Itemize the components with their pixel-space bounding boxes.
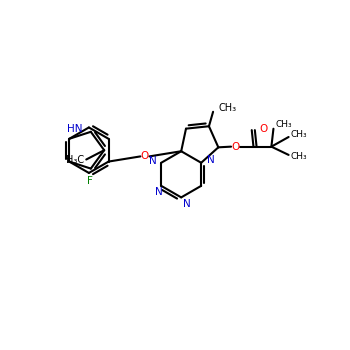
Text: N: N [155, 187, 162, 197]
Text: CH₃: CH₃ [275, 120, 292, 130]
Text: N: N [149, 156, 156, 166]
Text: O: O [259, 124, 267, 134]
Text: H₃C: H₃C [66, 155, 84, 165]
Text: HN: HN [67, 124, 82, 134]
Text: CH₃: CH₃ [290, 153, 307, 161]
Text: F: F [87, 175, 93, 186]
Text: N: N [183, 199, 190, 209]
Text: O: O [141, 152, 149, 161]
Text: N: N [208, 155, 215, 165]
Text: O: O [231, 142, 240, 152]
Text: CH₃: CH₃ [218, 103, 236, 113]
Text: CH₃: CH₃ [290, 130, 307, 139]
